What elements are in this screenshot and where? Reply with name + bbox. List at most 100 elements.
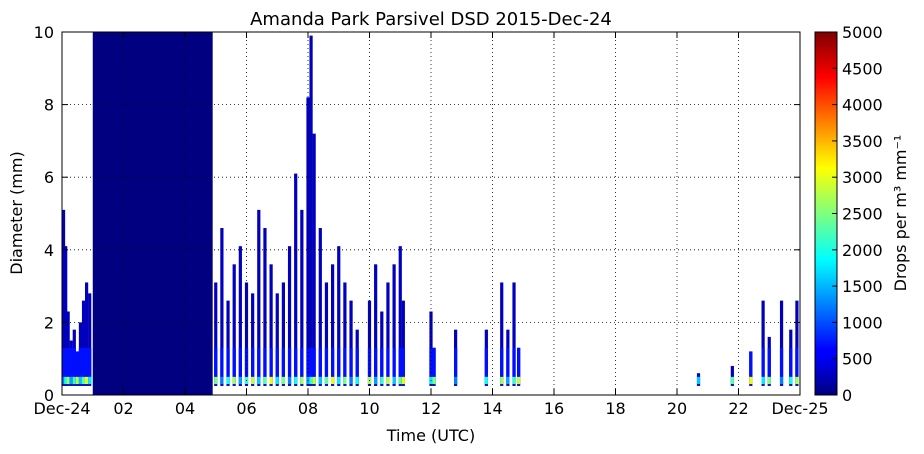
precip-cell — [512, 282, 516, 386]
precip-cell — [331, 347, 335, 377]
precip-cell — [64, 246, 68, 386]
x-tick-label: 12 — [421, 399, 441, 418]
precip-column — [61, 209, 66, 386]
precip-cell — [220, 376, 224, 385]
x-tick-label: 02 — [113, 399, 133, 418]
y-tick-label: 10 — [34, 23, 54, 42]
precip-cell — [374, 264, 378, 386]
precip-cell — [789, 376, 793, 385]
precip-column — [696, 373, 701, 386]
precip-cell — [484, 347, 488, 377]
precip-column — [75, 351, 79, 386]
precip-cell — [294, 347, 298, 377]
precip-cell — [220, 347, 224, 377]
precip-cell — [392, 376, 396, 385]
precip-cell — [367, 347, 372, 377]
precip-cell — [337, 376, 341, 385]
precip-cell — [61, 209, 66, 386]
precip-cell — [386, 376, 390, 385]
precip-column — [454, 329, 458, 386]
y-tick-label: 2 — [44, 313, 54, 332]
precip-column — [512, 282, 516, 386]
colorbar-tick-label: 1500 — [842, 277, 883, 296]
precip-cell — [779, 300, 784, 386]
precip-cell — [401, 376, 405, 385]
precip-column — [343, 282, 347, 386]
y-tick-label: 4 — [44, 241, 54, 260]
colorbar-tick-label: 500 — [842, 350, 873, 369]
colorbar-tick-label: 0 — [842, 386, 852, 405]
precip-cell — [318, 376, 322, 385]
precip-column — [432, 347, 436, 386]
precip-cell — [309, 347, 313, 377]
precip-cell — [72, 347, 76, 377]
precip-cell — [269, 264, 273, 386]
colorbar-tick-label: 4500 — [842, 59, 883, 78]
precip-column — [761, 300, 765, 386]
precip-cell — [226, 376, 230, 385]
precip-cell — [380, 376, 384, 385]
precip-cell — [85, 376, 89, 385]
precip-cell — [85, 282, 89, 386]
precip-column — [730, 365, 734, 386]
precip-cell — [61, 376, 66, 385]
precip-cell — [398, 347, 402, 377]
precip-cell — [312, 133, 316, 386]
precip-cell — [324, 347, 329, 377]
precip-cell — [324, 376, 329, 385]
colorbar: 0 500 1000 1500 2000 2500 3000 3500 4000 4500 5000 — [814, 23, 883, 405]
precip-column — [238, 246, 242, 386]
precip-cell — [287, 376, 292, 385]
precip-cell — [69, 347, 73, 377]
precip-cell — [392, 264, 396, 386]
precip-cell — [779, 376, 784, 385]
colorbar-label: Drops per m³ mm⁻¹ — [891, 135, 910, 292]
precip-cell — [795, 376, 799, 385]
precip-column — [309, 35, 313, 386]
precip-cell — [500, 376, 504, 385]
precip-cell — [251, 347, 255, 377]
precip-cell — [355, 376, 359, 385]
precip-cell — [730, 365, 734, 386]
colorbar-tick-label: 3000 — [842, 168, 883, 187]
precip-cell — [324, 282, 329, 386]
x-tick-label: 22 — [728, 399, 748, 418]
precip-cell — [761, 300, 765, 386]
y-tick-label: 8 — [44, 96, 54, 115]
precip-cell — [85, 347, 89, 377]
precip-cell — [269, 376, 273, 385]
precip-cell — [81, 347, 86, 377]
y-axis: 0 2 4 6 8 10 — [34, 23, 800, 405]
precip-cell — [795, 300, 799, 386]
x-tick-label: 18 — [605, 399, 625, 418]
precip-cell — [517, 347, 521, 377]
precip-column — [78, 322, 83, 386]
precip-cell — [401, 300, 405, 386]
precip-cell — [287, 347, 292, 377]
filled-data-block — [92, 32, 213, 395]
precip-column — [324, 282, 329, 386]
precip-column — [349, 300, 353, 386]
precip-cell — [398, 376, 402, 385]
precip-cell — [281, 347, 285, 377]
precip-cell — [506, 347, 510, 377]
precip-cell — [749, 376, 753, 385]
precip-column — [500, 282, 504, 386]
x-tick-label: 04 — [175, 399, 195, 418]
precip-cell — [294, 376, 298, 385]
precip-cell — [226, 300, 230, 386]
precip-cell — [309, 376, 313, 385]
precip-cell — [374, 376, 378, 385]
precip-cell — [275, 293, 279, 386]
precip-cell — [312, 376, 316, 385]
precip-cell — [343, 376, 347, 385]
precip-cell — [432, 347, 436, 377]
colorbar-tick-label: 5000 — [842, 23, 883, 42]
precip-column — [244, 282, 249, 386]
precip-cell — [337, 246, 341, 386]
precip-cell — [380, 347, 384, 377]
colorbar-tick-label: 2000 — [842, 241, 883, 260]
precip-cell — [343, 347, 347, 377]
precip-cell — [367, 300, 372, 386]
